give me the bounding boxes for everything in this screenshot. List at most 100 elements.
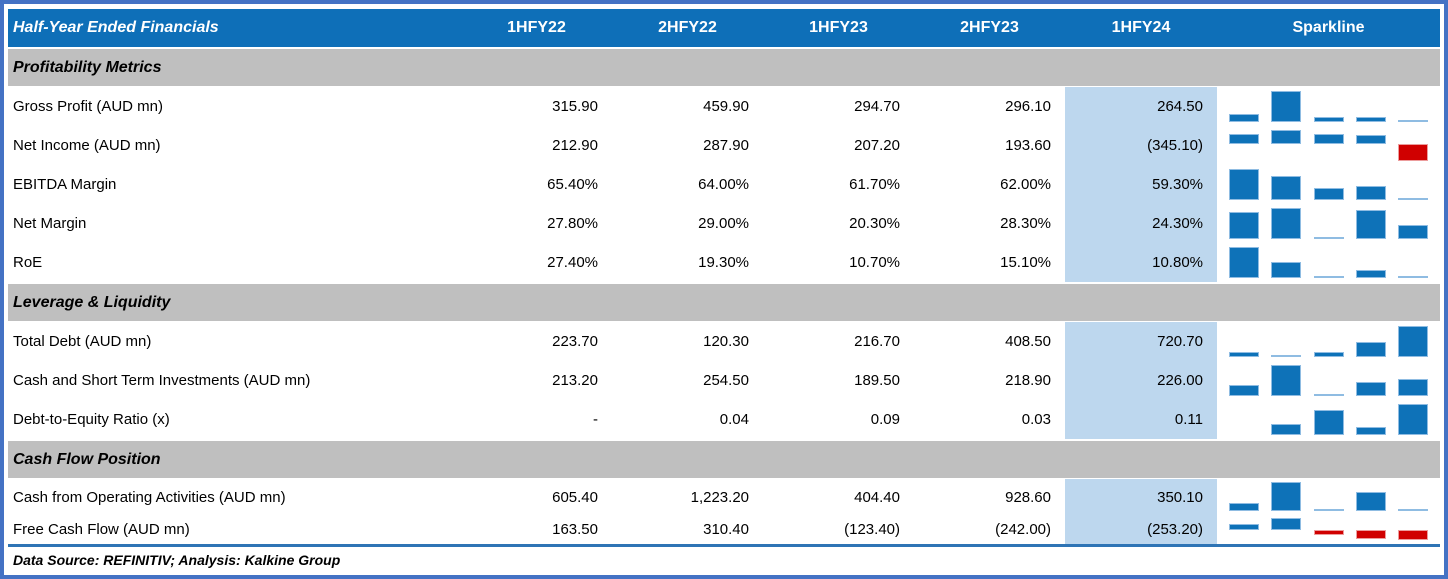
spark-bar-positive bbox=[1313, 134, 1344, 144]
spark-bar-positive bbox=[1398, 326, 1428, 357]
value-1hfy22: 213.20 bbox=[552, 372, 598, 389]
value-2hfy22: 19.30% bbox=[698, 254, 749, 271]
table-header-row: Half-Year Ended Financials 1HFY22 2HFY22… bbox=[8, 9, 1440, 47]
spark-slot bbox=[1355, 169, 1386, 200]
spark-bar-negative bbox=[1398, 530, 1428, 540]
value-1hfy22: 27.40% bbox=[547, 254, 598, 271]
value-1hfy24: 720.70 bbox=[1065, 322, 1217, 361]
spark-bar-positive bbox=[1229, 385, 1259, 396]
sparkline bbox=[1217, 87, 1440, 126]
value-2hfy23: 193.60 bbox=[1005, 137, 1051, 154]
spark-bar-positive bbox=[1398, 225, 1428, 239]
spark-bar-positive bbox=[1271, 365, 1302, 396]
value-1hfy23: 216.70 bbox=[854, 333, 900, 350]
value-1hfy22: 605.40 bbox=[552, 488, 598, 506]
value-1hfy23: 294.70 bbox=[854, 98, 900, 115]
row-label: Net Margin bbox=[13, 215, 87, 232]
value-2hfy23: 408.50 bbox=[1005, 333, 1051, 350]
spark-slot bbox=[1313, 365, 1344, 396]
spark-slot bbox=[1313, 208, 1344, 239]
spark-bar-positive bbox=[1313, 352, 1344, 357]
sparkline bbox=[1217, 243, 1440, 282]
row-label: Cash and Short Term Investments (AUD mn) bbox=[13, 372, 311, 389]
table-row-cash-and-short-term-investments-aud-mn: Cash and Short Term Investments (AUD mn)… bbox=[8, 361, 1440, 400]
spark-slot bbox=[1229, 404, 1259, 435]
spark-slot bbox=[1313, 404, 1344, 435]
spark-slot bbox=[1355, 247, 1386, 278]
value-1hfy22: 27.80% bbox=[547, 215, 598, 232]
spark-bar-positive bbox=[1398, 120, 1428, 122]
value-1hfy22: 163.50 bbox=[552, 521, 598, 538]
spark-slot bbox=[1398, 208, 1428, 239]
value-1hfy22: 65.40% bbox=[547, 176, 598, 193]
sparkline bbox=[1217, 515, 1440, 544]
spark-bar-negative bbox=[1313, 530, 1344, 535]
col-header-1hfy23: 1HFY23 bbox=[809, 19, 868, 36]
spark-bar-positive bbox=[1398, 198, 1428, 200]
spark-bar-positive bbox=[1271, 355, 1302, 357]
value-1hfy24: 0.11 bbox=[1065, 400, 1217, 439]
value-1hfy24: 24.30% bbox=[1065, 204, 1217, 243]
col-header-2hfy22: 2HFY22 bbox=[658, 19, 717, 36]
spark-bar-positive bbox=[1355, 342, 1386, 357]
value-2hfy22: 310.40 bbox=[703, 521, 749, 538]
spark-bar-positive bbox=[1229, 503, 1259, 511]
spark-bar-positive bbox=[1229, 352, 1259, 357]
value-1hfy24: 59.30% bbox=[1065, 165, 1217, 204]
value-1hfy24: 226.00 bbox=[1065, 361, 1217, 400]
spark-slot bbox=[1271, 130, 1302, 161]
spark-bar-positive bbox=[1313, 276, 1344, 278]
spark-slot bbox=[1313, 130, 1344, 161]
table-title: Half-Year Ended Financials bbox=[13, 19, 219, 36]
spark-slot bbox=[1313, 169, 1344, 200]
spark-bar-positive bbox=[1229, 169, 1259, 200]
sparkline bbox=[1217, 204, 1440, 243]
spark-bar-positive bbox=[1229, 134, 1259, 144]
spark-bar-positive bbox=[1271, 130, 1302, 144]
spark-bar-negative bbox=[1398, 144, 1428, 161]
value-1hfy23: 20.30% bbox=[849, 215, 900, 232]
value-1hfy24: 350.10 bbox=[1065, 479, 1217, 515]
section-header-profitability-metrics: Profitability Metrics bbox=[8, 49, 1440, 86]
spark-bar-positive bbox=[1313, 410, 1344, 435]
spark-slot bbox=[1313, 518, 1344, 540]
spark-slot bbox=[1313, 247, 1344, 278]
value-2hfy23: (242.00) bbox=[995, 521, 1051, 538]
spark-slot bbox=[1313, 91, 1344, 122]
spark-bar-positive bbox=[1229, 212, 1259, 239]
value-1hfy23: (123.40) bbox=[844, 521, 900, 538]
value-2hfy22: 459.90 bbox=[703, 98, 749, 115]
col-header-1hfy22: 1HFY22 bbox=[507, 19, 566, 36]
spark-slot bbox=[1398, 130, 1428, 161]
table-row-gross-profit-aud-mn: Gross Profit (AUD mn) 315.90 459.90 294.70 2… bbox=[8, 87, 1440, 126]
sparkline bbox=[1217, 479, 1440, 515]
table-row-debt-to-equity-ratio-x: Debt-to-Equity Ratio (x) - 0.04 0.09 0.03 0.1… bbox=[8, 400, 1440, 439]
sparkline bbox=[1217, 400, 1440, 439]
spark-slot bbox=[1355, 326, 1386, 357]
sparkline bbox=[1217, 361, 1440, 400]
spark-bar-positive bbox=[1271, 208, 1302, 239]
spark-bar-positive bbox=[1229, 524, 1259, 530]
sparkline bbox=[1217, 322, 1440, 361]
spark-slot bbox=[1398, 326, 1428, 357]
spark-slot bbox=[1229, 208, 1259, 239]
table-row-free-cash-flow-aud-mn: Free Cash Flow (AUD mn) 163.50 310.40 (123.… bbox=[8, 515, 1440, 544]
table-row-ebitda-margin: EBITDA Margin 65.40% 64.00% 61.70% 62.00% 59.… bbox=[8, 165, 1440, 204]
section-header-leverage-liquidity: Leverage & Liquidity bbox=[8, 284, 1440, 321]
spark-slot bbox=[1271, 208, 1302, 239]
value-2hfy22: 1,223.20 bbox=[690, 488, 749, 506]
spark-slot bbox=[1355, 130, 1386, 161]
spark-bar-positive bbox=[1355, 186, 1386, 200]
value-2hfy22: 287.90 bbox=[703, 137, 749, 154]
table-row-cash-from-operating-activities-aud-mn: Cash from Operating Activities (AUD mn) 6… bbox=[8, 479, 1440, 515]
footer-note: Data Source: REFINITIV; Analysis: Kalkin… bbox=[8, 544, 1440, 571]
spark-bar-positive bbox=[1398, 404, 1428, 435]
spark-slot bbox=[1355, 482, 1386, 511]
spark-slot bbox=[1229, 365, 1259, 396]
spark-bar-positive bbox=[1313, 394, 1344, 396]
spark-slot bbox=[1355, 404, 1386, 435]
spark-bar-positive bbox=[1271, 518, 1302, 530]
spark-bar-positive bbox=[1271, 91, 1302, 122]
value-2hfy23: 0.03 bbox=[1021, 411, 1051, 428]
spark-bar-positive bbox=[1355, 492, 1386, 511]
